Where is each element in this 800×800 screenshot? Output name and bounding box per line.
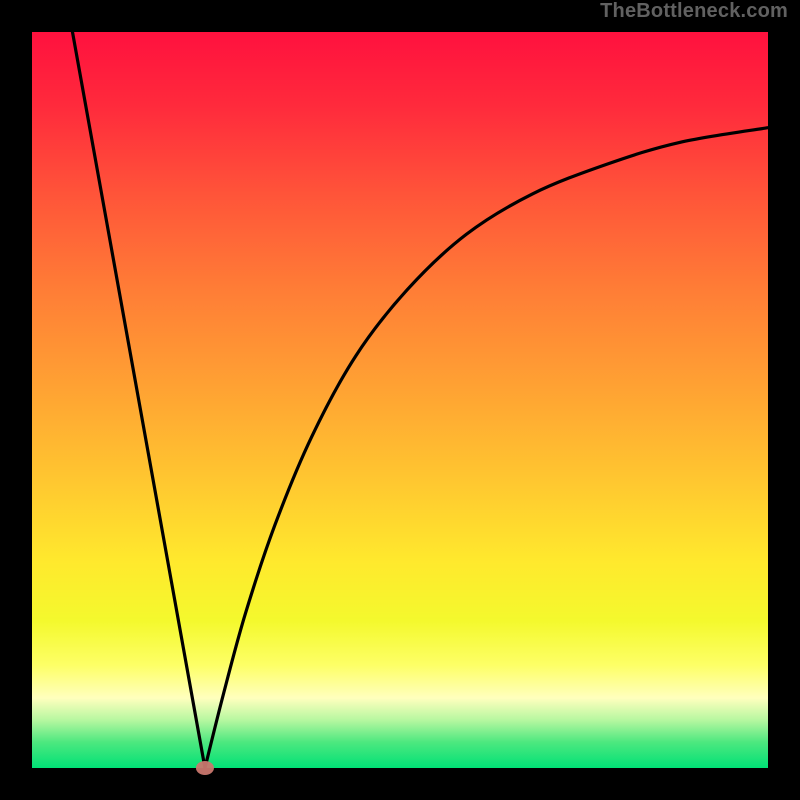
chart-svg	[0, 0, 800, 800]
attribution-text: TheBottleneck.com	[600, 0, 788, 23]
current-point-marker	[196, 761, 214, 775]
plot-background	[32, 32, 768, 768]
bottleneck-chart: TheBottleneck.com	[0, 0, 800, 800]
